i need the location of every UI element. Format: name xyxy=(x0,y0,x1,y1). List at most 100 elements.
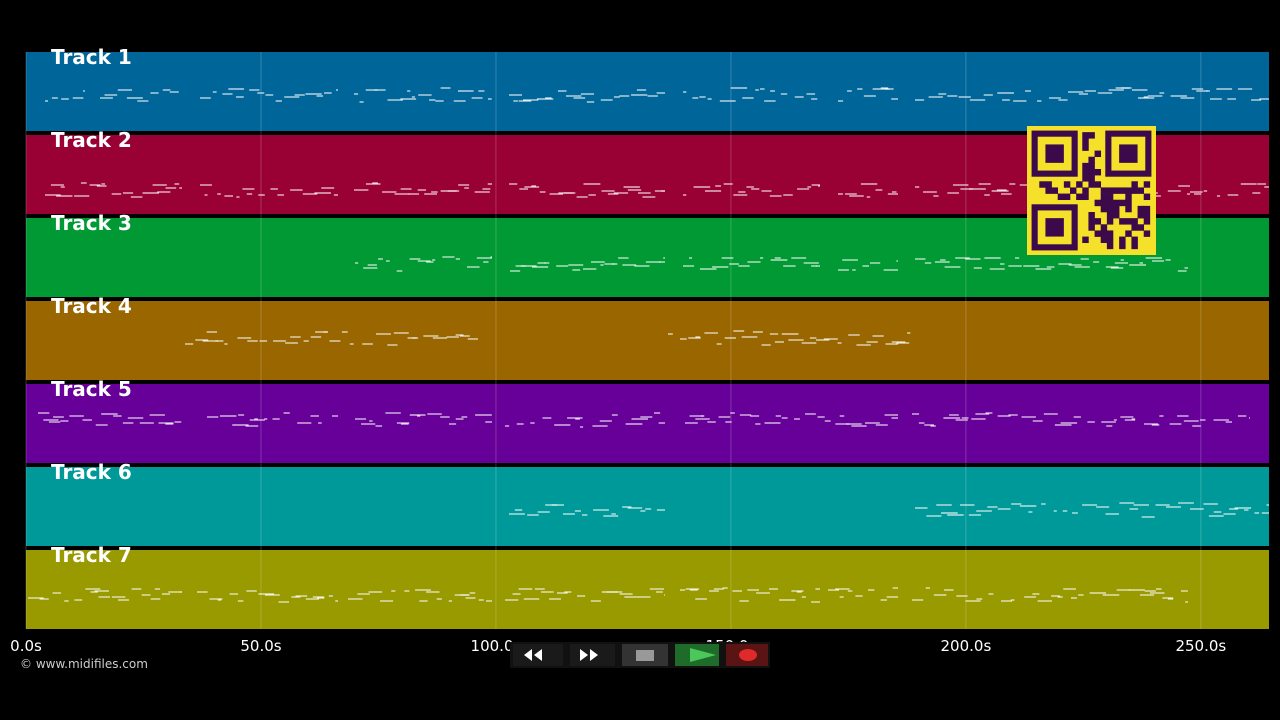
qr-module xyxy=(1137,205,1145,213)
track-name: Track 3 xyxy=(51,211,132,235)
qr-module xyxy=(1094,230,1102,237)
qr-finder xyxy=(1031,130,1078,177)
track-name: Track 6 xyxy=(51,460,132,484)
controls xyxy=(510,642,770,668)
qr-module xyxy=(1113,187,1120,194)
qr-module xyxy=(1131,236,1138,244)
qr-module xyxy=(1100,224,1108,231)
icon xyxy=(636,650,654,661)
qr-module xyxy=(1088,181,1095,188)
time-tick-label: 250.0s xyxy=(1175,637,1226,655)
qr-module xyxy=(1113,199,1120,207)
qr-module xyxy=(1106,242,1114,250)
qr-module xyxy=(1125,193,1132,201)
qr-module xyxy=(1088,212,1095,219)
qr-module xyxy=(1088,169,1095,176)
qr-module xyxy=(1082,169,1089,176)
track-lane xyxy=(26,52,1269,131)
track-name: Track 4 xyxy=(51,294,132,318)
qr-module xyxy=(1143,230,1151,237)
qr-module xyxy=(1143,193,1151,201)
qr-module xyxy=(1119,187,1126,194)
qr-module xyxy=(1082,175,1089,182)
qr-module xyxy=(1125,218,1132,225)
qr-finder xyxy=(1045,144,1064,163)
track-lane xyxy=(26,550,1269,629)
qr-module xyxy=(1106,218,1114,225)
qr-module xyxy=(1106,212,1114,219)
qr-module xyxy=(1113,205,1120,213)
qr-module xyxy=(1063,193,1071,201)
rewind-button[interactable] xyxy=(513,644,563,666)
qr-module xyxy=(1125,199,1132,207)
qr-module xyxy=(1094,181,1102,188)
track-name: Track 1 xyxy=(51,45,132,69)
qr-module xyxy=(1051,187,1059,194)
qr-module xyxy=(1119,218,1126,225)
icon xyxy=(739,649,757,661)
qr-module xyxy=(1143,181,1151,188)
time-tick-label: 100.0s xyxy=(471,637,522,655)
play-button[interactable] xyxy=(675,644,719,666)
qr-code xyxy=(1027,126,1156,255)
qr-module xyxy=(1088,156,1095,164)
stop-button[interactable] xyxy=(622,644,668,666)
icon xyxy=(580,649,598,661)
qr-module xyxy=(1082,138,1089,145)
qr-module xyxy=(1100,187,1108,194)
qr-module xyxy=(1088,175,1095,182)
qr-module xyxy=(1137,212,1145,219)
qr-module xyxy=(1045,187,1052,194)
qr-module xyxy=(1131,181,1138,188)
qr-module xyxy=(1082,193,1089,201)
qr-module xyxy=(1143,212,1151,219)
qr-finder xyxy=(1031,204,1078,251)
qr-module xyxy=(1125,230,1132,237)
record-button[interactable] xyxy=(726,644,768,666)
track-name: Track 2 xyxy=(51,128,132,152)
qr-module xyxy=(1106,236,1114,244)
track-name: Track 7 xyxy=(51,543,132,567)
track-lane xyxy=(26,467,1269,546)
qr-module xyxy=(1100,236,1108,244)
track-name: Track 5 xyxy=(51,377,132,401)
time-tick-label: 200.0s xyxy=(941,637,992,655)
time-tick-label: 0.0s xyxy=(10,637,42,655)
qr-module xyxy=(1039,181,1046,188)
qr-module xyxy=(1100,199,1108,207)
time-tick-label: 50.0s xyxy=(240,637,281,655)
qr-module xyxy=(1119,199,1126,207)
qr-finder xyxy=(1119,144,1138,163)
qr-finder xyxy=(1105,130,1152,177)
qr-module xyxy=(1082,236,1089,244)
qr-module xyxy=(1131,187,1138,194)
qr-module xyxy=(1088,224,1095,231)
qr-module xyxy=(1143,205,1151,213)
qr-module xyxy=(1100,193,1108,201)
qr-module xyxy=(1106,199,1114,207)
qr-module xyxy=(1125,187,1132,194)
icon xyxy=(524,649,542,661)
qr-module xyxy=(1082,132,1089,139)
icon xyxy=(690,648,716,662)
track-lane xyxy=(26,301,1269,380)
qr-module xyxy=(1106,205,1114,213)
qr-module xyxy=(1119,236,1126,244)
copyright: © www.midifiles.com xyxy=(20,657,148,671)
qr-module xyxy=(1094,150,1102,158)
fast-forward-button[interactable] xyxy=(570,644,615,666)
qr-module xyxy=(1137,224,1145,231)
qr-module xyxy=(1045,181,1052,188)
qr-module xyxy=(1070,187,1077,194)
qr-module xyxy=(1088,132,1095,139)
qr-module xyxy=(1082,144,1089,151)
qr-module xyxy=(1063,181,1071,188)
notes xyxy=(28,87,1269,603)
qr-module xyxy=(1088,162,1095,170)
qr-module xyxy=(1094,218,1102,225)
qr-module xyxy=(1076,181,1083,188)
qr-module xyxy=(1125,205,1132,213)
qr-finder xyxy=(1045,218,1064,237)
qr-module xyxy=(1131,224,1138,231)
